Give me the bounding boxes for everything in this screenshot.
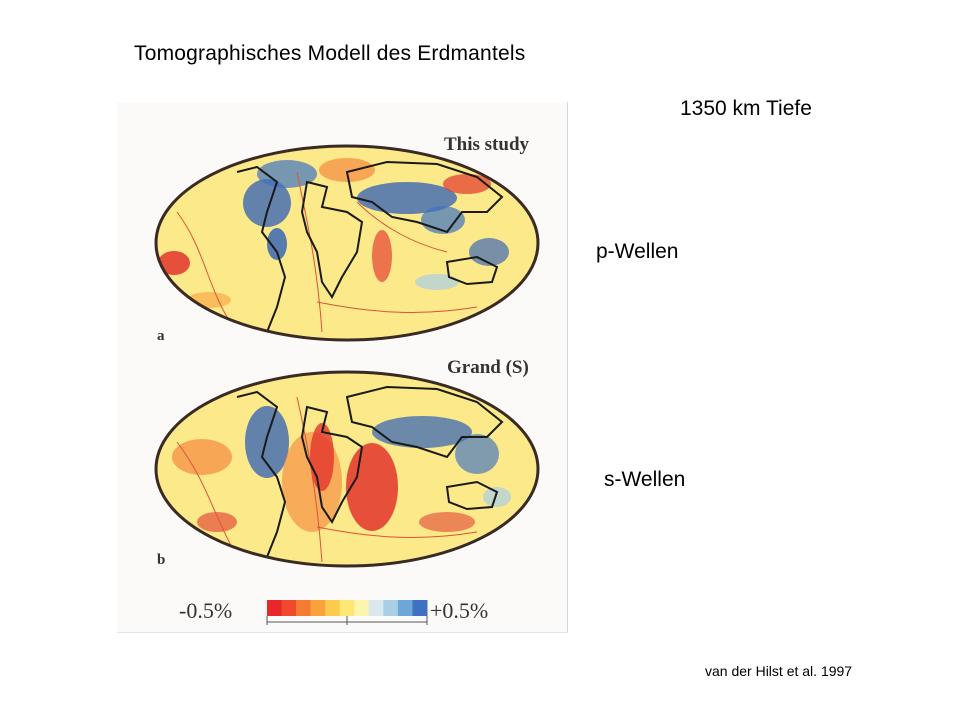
colorbar-min-label: -0.5%	[179, 598, 232, 623]
fast-anomaly	[469, 238, 509, 266]
slide-title: Tomographisches Modell des Erdmantels	[134, 42, 526, 65]
panel-b-map	[154, 370, 540, 568]
panel-b-title: Grand (S)	[447, 357, 529, 378]
colorbar-swatch	[281, 600, 297, 616]
panel-a-outline	[154, 144, 540, 342]
fast-anomaly	[415, 274, 459, 290]
plate-boundary	[356, 201, 448, 253]
slow-anomaly	[346, 443, 398, 531]
colorbar-max-label: +0.5%	[430, 598, 488, 623]
coastline	[236, 390, 287, 558]
panel-a-map	[154, 144, 540, 342]
plate-boundary	[316, 301, 478, 313]
plate-boundary	[316, 526, 478, 538]
depth-label: 1350 km Tiefe	[680, 97, 812, 120]
colorbar-swatch	[383, 600, 399, 616]
plate-boundary	[296, 171, 323, 333]
slow-anomaly	[158, 251, 190, 275]
fast-anomaly	[455, 434, 499, 474]
coastline	[445, 480, 499, 511]
panel-b-letter: b	[157, 552, 165, 568]
tomography-figure: This study a	[117, 102, 568, 633]
coastline	[236, 165, 287, 333]
fast-anomaly	[245, 406, 289, 478]
panel-a-letter: a	[157, 328, 165, 344]
slow-anomaly	[319, 158, 375, 182]
citation: van der Hilst et al. 1997	[705, 663, 853, 679]
colorbar-swatch	[325, 600, 341, 616]
fast-anomaly	[357, 182, 457, 214]
coastline	[300, 405, 364, 524]
coastline	[345, 385, 504, 459]
panel-a-title: This study	[444, 134, 530, 155]
slow-anomaly	[172, 439, 232, 475]
colorbar-swatch	[397, 600, 413, 616]
colorbar-swatch	[267, 600, 283, 616]
tomography-figure-svg: This study a	[154, 134, 540, 625]
p-waves-label: p-Wellen	[596, 240, 679, 263]
s-waves-label: s-Wellen	[604, 468, 686, 491]
colorbar	[267, 600, 428, 616]
slow-anomaly	[419, 512, 475, 532]
coastline	[445, 255, 499, 286]
colorbar-swatch	[368, 600, 384, 616]
colorbar-swatch	[296, 600, 312, 616]
fast-anomaly	[243, 179, 291, 227]
panel-b-outline	[154, 370, 540, 568]
slow-anomaly	[197, 512, 237, 532]
fast-anomaly	[257, 160, 317, 188]
colorbar-swatch	[339, 600, 355, 616]
slow-anomaly	[372, 230, 392, 282]
colorbar-swatch	[310, 600, 326, 616]
fast-anomaly	[267, 228, 287, 260]
colorbar-swatch	[354, 600, 370, 616]
plate-boundary	[296, 396, 323, 563]
coastline	[345, 160, 504, 234]
slow-anomaly	[443, 174, 491, 194]
fast-anomaly	[372, 416, 472, 448]
coastline	[300, 180, 364, 299]
colorbar-swatch	[412, 600, 428, 616]
fast-anomaly	[483, 487, 511, 507]
plate-boundary	[176, 441, 238, 558]
